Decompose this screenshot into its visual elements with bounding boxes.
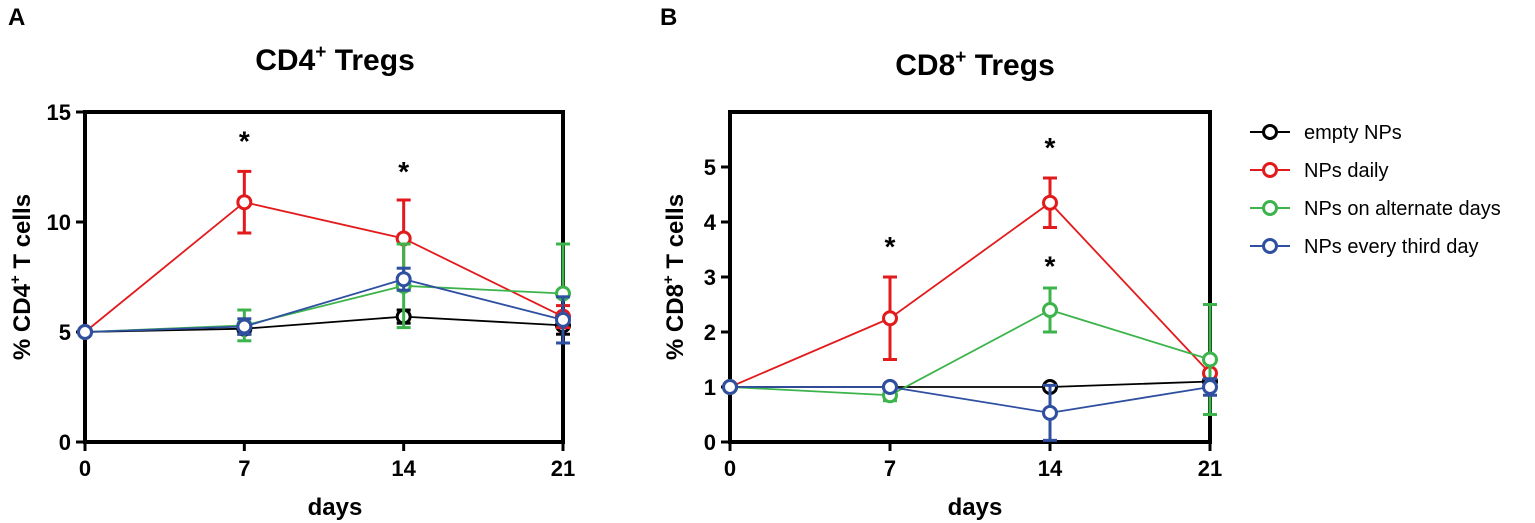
series-nps-on-alternate-days [77, 242, 571, 345]
y-tick-label: 5 [59, 320, 71, 345]
legend-marker [1262, 200, 1278, 216]
ylabel-pre: % CD4 [9, 283, 36, 360]
title-sup: + [955, 47, 966, 68]
legend-item: empty NPs [1250, 122, 1402, 144]
data-point [1042, 194, 1058, 211]
title-sup: + [315, 42, 326, 63]
data-point [882, 310, 898, 327]
data-point [236, 318, 253, 335]
x-tick-label: 0 [724, 456, 736, 481]
legend-label: NPs on alternate days [1304, 198, 1501, 220]
legend-label: NPs daily [1304, 160, 1388, 182]
y-axis-label: % CD8+ T cells [660, 194, 689, 360]
legend-item: NPs on alternate days [1250, 198, 1501, 220]
y-tick-label: 2 [704, 320, 716, 345]
data-point [722, 379, 738, 395]
ylabel-pre: % CD8 [662, 284, 689, 360]
x-tick-label: 0 [79, 456, 91, 481]
data-point [555, 311, 571, 328]
title-main: CD8 [895, 49, 955, 82]
data-point [882, 379, 898, 395]
significance-marker: * [885, 231, 896, 262]
series-line [729, 201, 1211, 388]
y-tick-label: 1 [704, 375, 716, 400]
x-tick-label: 14 [1038, 456, 1063, 481]
series-line [84, 201, 564, 333]
series-empty-nps [77, 308, 571, 340]
data-point [395, 271, 412, 288]
ylabel-post: T cells [662, 194, 689, 275]
legend-item: NPs daily [1250, 160, 1388, 182]
y-tick-label: 3 [704, 265, 716, 290]
x-axis-label: days [308, 494, 363, 521]
legend: empty NPs NPs daily NPs on alternate days N… [1250, 122, 1501, 258]
chart-title: CD4+ Tregs [255, 42, 415, 77]
series-nps-daily [77, 169, 571, 340]
y-tick-label: 5 [704, 155, 716, 180]
series-line [730, 386, 1211, 414]
title-rest: Tregs [966, 49, 1054, 82]
panel-label: B [660, 4, 677, 31]
y-tick-label: 10 [47, 210, 71, 235]
series-nps-daily [722, 176, 1218, 395]
y-tick-label: 0 [59, 430, 71, 455]
x-tick-label: 14 [391, 456, 416, 481]
series-nps-every-third-day [77, 266, 571, 345]
ylabel-sup: + [7, 275, 24, 284]
plot-frame [83, 110, 565, 444]
data-point [77, 324, 93, 340]
legend-marker [1262, 124, 1278, 140]
data-point [236, 194, 253, 211]
legend-marker [1262, 238, 1278, 254]
y-tick-label: 0 [704, 430, 716, 455]
legend-marker [1262, 162, 1278, 178]
y-tick-label: 15 [47, 100, 71, 125]
series-nps-every-third-day [722, 377, 1218, 442]
title-rest: Tregs [326, 44, 414, 77]
title-main: CD4 [255, 44, 315, 77]
data-point [1202, 351, 1218, 368]
y-axis-label: % CD4+ T cells [7, 194, 36, 360]
panel-label: A [8, 4, 25, 31]
series-line [84, 284, 564, 333]
chart-title: CD8+ Tregs [895, 47, 1055, 82]
legend-label: NPs every third day [1304, 236, 1479, 258]
series-line [84, 278, 564, 333]
y-tick-label: 4 [704, 210, 717, 235]
x-tick-label: 7 [884, 456, 896, 481]
x-tick-label: 7 [238, 456, 250, 481]
legend-item: NPs every third day [1250, 236, 1479, 258]
plot-frame [728, 110, 1212, 444]
significance-marker: * [398, 156, 409, 187]
series-line [729, 309, 1211, 397]
data-point [1042, 302, 1058, 318]
series-line [84, 315, 564, 333]
series-nps-on-alternate-days [722, 286, 1218, 416]
x-tick-label: 21 [1198, 456, 1222, 481]
x-tick-label: 21 [551, 456, 575, 481]
significance-marker: * [1045, 250, 1056, 281]
x-axis-label: days [948, 494, 1003, 521]
ylabel-sup: + [660, 275, 677, 284]
significance-marker: * [1045, 132, 1056, 163]
data-point [1042, 404, 1058, 421]
ylabel-post: T cells [9, 194, 36, 275]
significance-marker: * [239, 125, 250, 156]
legend-label: empty NPs [1304, 122, 1402, 144]
data-point [1202, 379, 1218, 395]
